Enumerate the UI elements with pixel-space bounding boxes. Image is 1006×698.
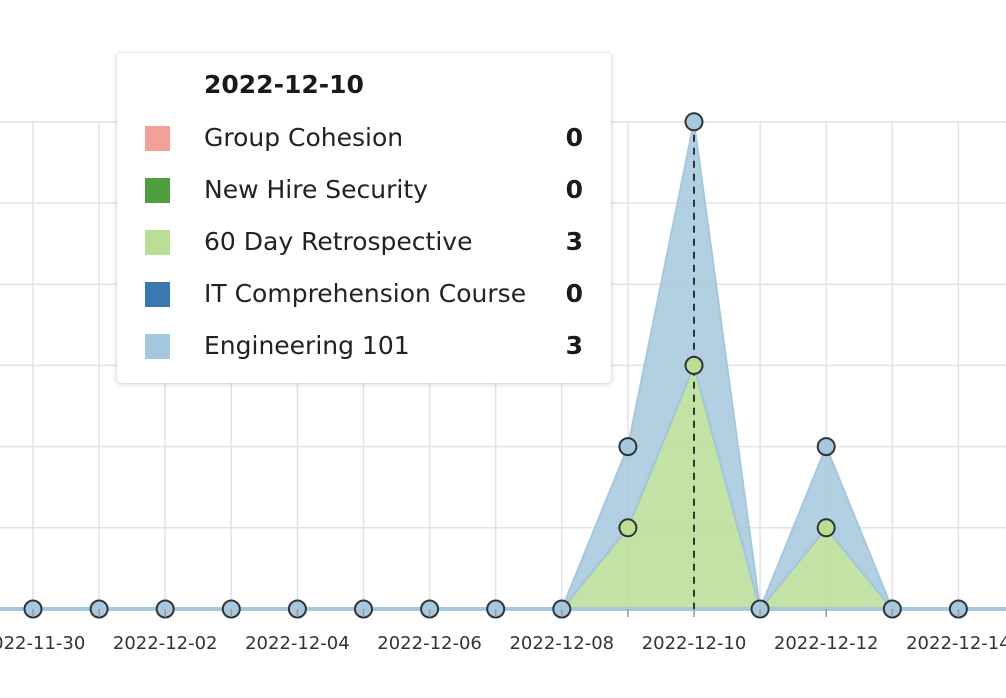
- x-tick-label: 2022-12-14: [906, 633, 1006, 654]
- x-tick-label: 2022-12-12: [774, 633, 879, 654]
- x-tick-label: 2022-12-10: [642, 633, 747, 654]
- tooltip-swatch: [145, 126, 170, 151]
- point-60-day-retrospective: [618, 518, 638, 538]
- x-tick-label: 2022-11-30: [0, 633, 85, 654]
- tooltip-series-name: New Hire Security: [204, 175, 428, 204]
- tooltip-title: 2022-12-10: [204, 70, 364, 99]
- tooltip-swatch: [145, 334, 170, 359]
- area-60-day-retrospective: [33, 362, 1006, 612]
- x-tick-label: 2022-12-08: [509, 633, 614, 654]
- tooltip-swatch: [145, 282, 170, 307]
- tooltip-row-engineering-101: Engineering 101 3: [117, 327, 611, 367]
- x-tick-label: 2022-12-06: [377, 633, 482, 654]
- tooltip-series-value: 0: [565, 175, 583, 204]
- tooltip-series-value: 3: [565, 331, 583, 360]
- point-engineering-101: [618, 437, 638, 457]
- tooltip-row-new-hire-security: New Hire Security 0: [117, 171, 611, 211]
- x-tick-label: 2022-12-04: [245, 633, 350, 654]
- point-engineering-101: [684, 112, 704, 132]
- tooltip-row-60-day-retrospective: 60 Day Retrospective 3: [117, 223, 611, 263]
- tooltip-row-group-cohesion: Group Cohesion 0: [117, 119, 611, 159]
- point-60-day-retrospective: [816, 518, 836, 538]
- tooltip-series-name: Engineering 101: [204, 331, 410, 360]
- tooltip: 2022-12-10 Group Cohesion 0 New Hire Sec…: [117, 53, 611, 383]
- tooltip-swatch: [145, 230, 170, 255]
- tooltip-series-value: 0: [565, 123, 583, 152]
- tooltip-series-name: 60 Day Retrospective: [204, 227, 473, 256]
- tooltip-row-it-comprehension-course: IT Comprehension Course 0: [117, 275, 611, 315]
- tooltip-series-value: 0: [565, 279, 583, 308]
- x-tick-label: 2022-12-02: [113, 633, 218, 654]
- point-60-day-retrospective: [684, 355, 704, 375]
- tooltip-series-value: 3: [565, 227, 583, 256]
- x-axis: 2022-11-30 2022-12-02 2022-12-04 2022-12-06…: [0, 609, 1006, 654]
- tooltip-series-name: Group Cohesion: [204, 123, 404, 152]
- point-engineering-101: [816, 437, 836, 457]
- tooltip-swatch: [145, 178, 170, 203]
- tooltip-series-name: IT Comprehension Course: [204, 279, 527, 308]
